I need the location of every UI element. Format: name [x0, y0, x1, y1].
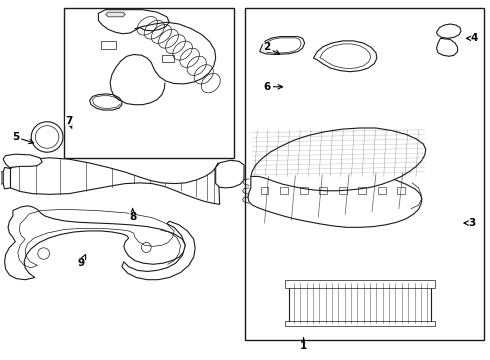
Polygon shape [98, 10, 169, 34]
Bar [245, 8, 485, 339]
Text: 6: 6 [263, 82, 283, 92]
Bar [300, 187, 308, 194]
Bar [339, 187, 346, 194]
Text: 2: 2 [263, 42, 280, 54]
Polygon shape [3, 167, 10, 189]
Polygon shape [260, 37, 305, 54]
Bar [285, 320, 435, 326]
Bar [261, 187, 269, 194]
Bar [319, 187, 327, 194]
Bar [162, 55, 174, 62]
Text: 8: 8 [129, 209, 136, 221]
Bar [280, 187, 288, 194]
Polygon shape [10, 158, 220, 204]
Polygon shape [248, 167, 422, 227]
Polygon shape [90, 94, 122, 110]
Polygon shape [314, 41, 377, 72]
Bar [358, 187, 366, 194]
Bar [289, 282, 431, 323]
Bar [378, 187, 386, 194]
Ellipse shape [31, 122, 63, 152]
Bar [101, 41, 116, 49]
Bar [397, 187, 405, 194]
Text: 3: 3 [464, 218, 476, 228]
Polygon shape [3, 154, 42, 168]
Text: 4: 4 [466, 33, 478, 43]
Polygon shape [437, 24, 461, 39]
Polygon shape [4, 206, 185, 280]
Polygon shape [106, 12, 125, 17]
Text: 7: 7 [65, 116, 73, 129]
Text: 9: 9 [78, 255, 86, 268]
Bar [64, 8, 234, 158]
Text: 1: 1 [300, 338, 307, 351]
Polygon shape [122, 221, 195, 280]
Polygon shape [251, 128, 426, 191]
Polygon shape [216, 160, 244, 188]
Text: 5: 5 [12, 132, 33, 144]
Bar [285, 280, 435, 288]
Polygon shape [437, 39, 458, 56]
